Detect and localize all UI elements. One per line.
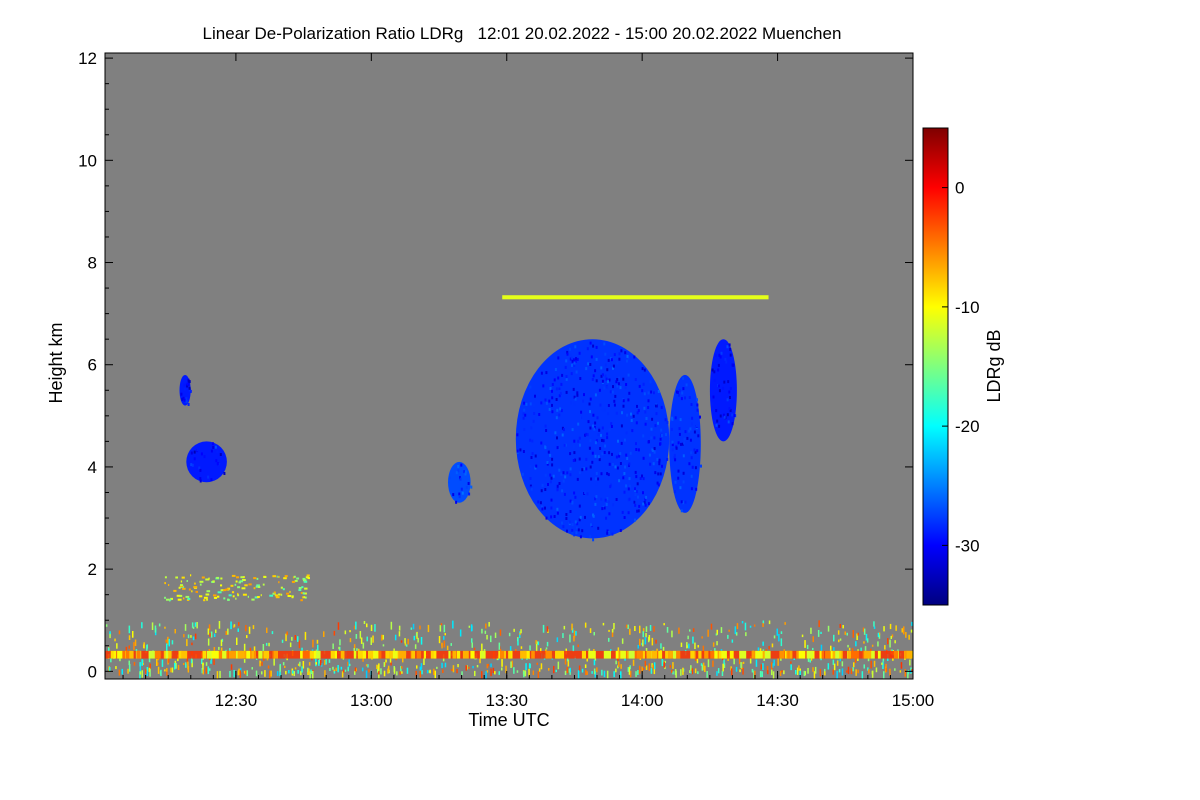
- colorbar-ticks: 0 -10 -20 -30: [942, 179, 980, 555]
- y-tick-label: 6: [88, 356, 97, 375]
- y-tick-label: 10: [78, 151, 97, 170]
- y-tick-label: 8: [88, 254, 97, 273]
- y-tick-label: 12: [78, 49, 97, 68]
- feature-cloud-main: [515, 339, 670, 542]
- plot-frame: [104, 52, 914, 680]
- colorbar-tick-label: -20: [955, 417, 980, 436]
- y-tick-label: 2: [88, 560, 97, 579]
- feature-aerosol-band-1p5km: [164, 574, 310, 602]
- feature-cloud-mid-small: [448, 461, 473, 504]
- x-tick-label: 13:30: [485, 691, 528, 710]
- feature-cloud-right-lobe: [669, 374, 702, 513]
- x-tick-label: 14:30: [756, 691, 799, 710]
- y-tick-label: 0: [88, 662, 97, 681]
- feature-cloud-far-right: [709, 339, 737, 442]
- colorbar-tick-label: 0: [955, 179, 964, 198]
- x-axis-label: Time UTC: [468, 710, 549, 730]
- y-axis-label: Height km: [46, 322, 66, 403]
- colorbar-tick-label: -10: [955, 298, 980, 317]
- feature-cloud-left: [186, 441, 227, 483]
- colorbar-label: LDRg dB: [984, 329, 1004, 402]
- x-tick-label: 15:00: [892, 691, 935, 710]
- feature-surface-band: [105, 650, 913, 659]
- x-tick-label: 13:00: [350, 691, 393, 710]
- y-tick-label: 4: [88, 458, 97, 477]
- plot-background: [105, 53, 913, 679]
- feature-cirrus-line: [502, 295, 769, 300]
- x-tick-label: 12:30: [215, 691, 258, 710]
- data-layer: [105, 295, 913, 679]
- chart-title: Linear De-Polarization Ratio LDRg 12:01 …: [203, 24, 842, 43]
- y-axis: 0 2 4 6 8 10 12: [78, 49, 913, 681]
- x-tick-label: 14:00: [621, 691, 664, 710]
- feature-cloud-small-upper: [179, 375, 192, 406]
- colorbar-tick-label: -30: [955, 536, 980, 555]
- x-axis: 12:30 13:00 13:30 14:00 14:30 15:00: [122, 53, 935, 710]
- colorbar: [922, 127, 949, 606]
